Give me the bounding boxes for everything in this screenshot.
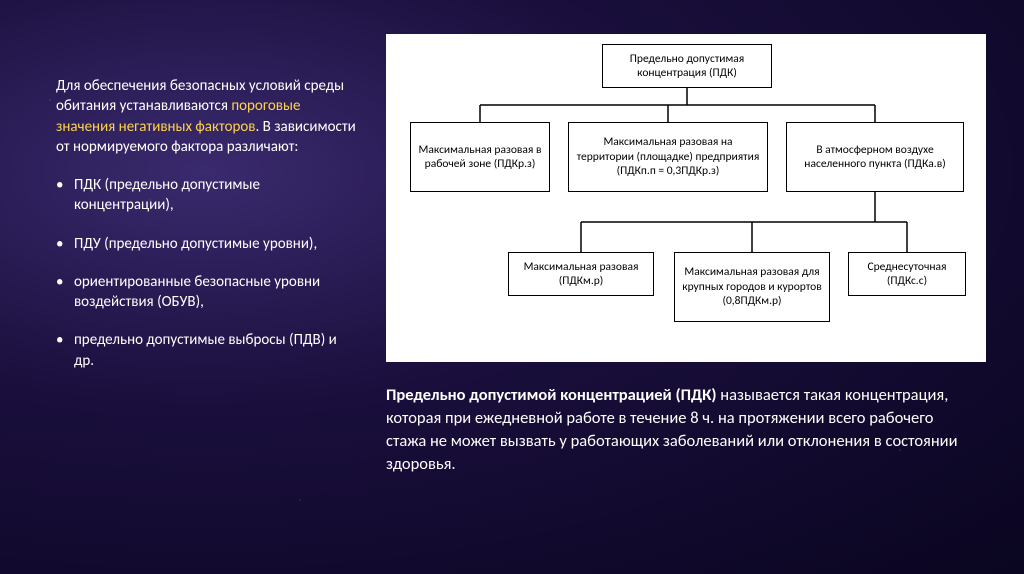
tree-node: Предельно допустимая концентрация (ПДК)	[602, 44, 772, 88]
tree-node: Максимальная разовая (ПДКм.р)	[508, 252, 654, 296]
tree-node: Максимальная разовая в рабочей зоне (ПДК…	[410, 122, 550, 192]
list-item: ориентированные безопасные уровни воздей…	[56, 272, 356, 313]
definition-bold: Предельно допустимой концентрацией (ПДК)	[386, 385, 720, 405]
tree-node: В атмосферном воздухе населенного пункта…	[786, 122, 964, 192]
list-item: ПДУ (предельно допустимые уровни),	[56, 234, 356, 254]
left-text-column: Для обеспечения безопасных условий среды…	[56, 76, 356, 371]
definition-paragraph: Предельно допустимой концентрацией (ПДК)…	[386, 384, 966, 476]
list-item: ПДК (предельно допустимые концентрации),	[56, 175, 356, 216]
intro-paragraph: Для обеспечения безопасных условий среды…	[56, 76, 356, 157]
pdk-tree-diagram: Предельно допустимая концентрация (ПДК) М…	[386, 34, 986, 362]
tree-node: Максимальная разовая для крупных городов…	[674, 252, 830, 322]
list-item: предельно допустимые выбросы (ПДВ) и др.	[56, 330, 356, 371]
tree-node: Среднесуточная (ПДКс.с)	[848, 252, 966, 296]
tree-node: Максимальная разовая на территории (площ…	[568, 122, 768, 192]
bullet-list: ПДК (предельно допустимые концентрации),…	[56, 175, 356, 371]
intro-pre: Для обеспечения безопасных условий среды…	[56, 77, 344, 115]
